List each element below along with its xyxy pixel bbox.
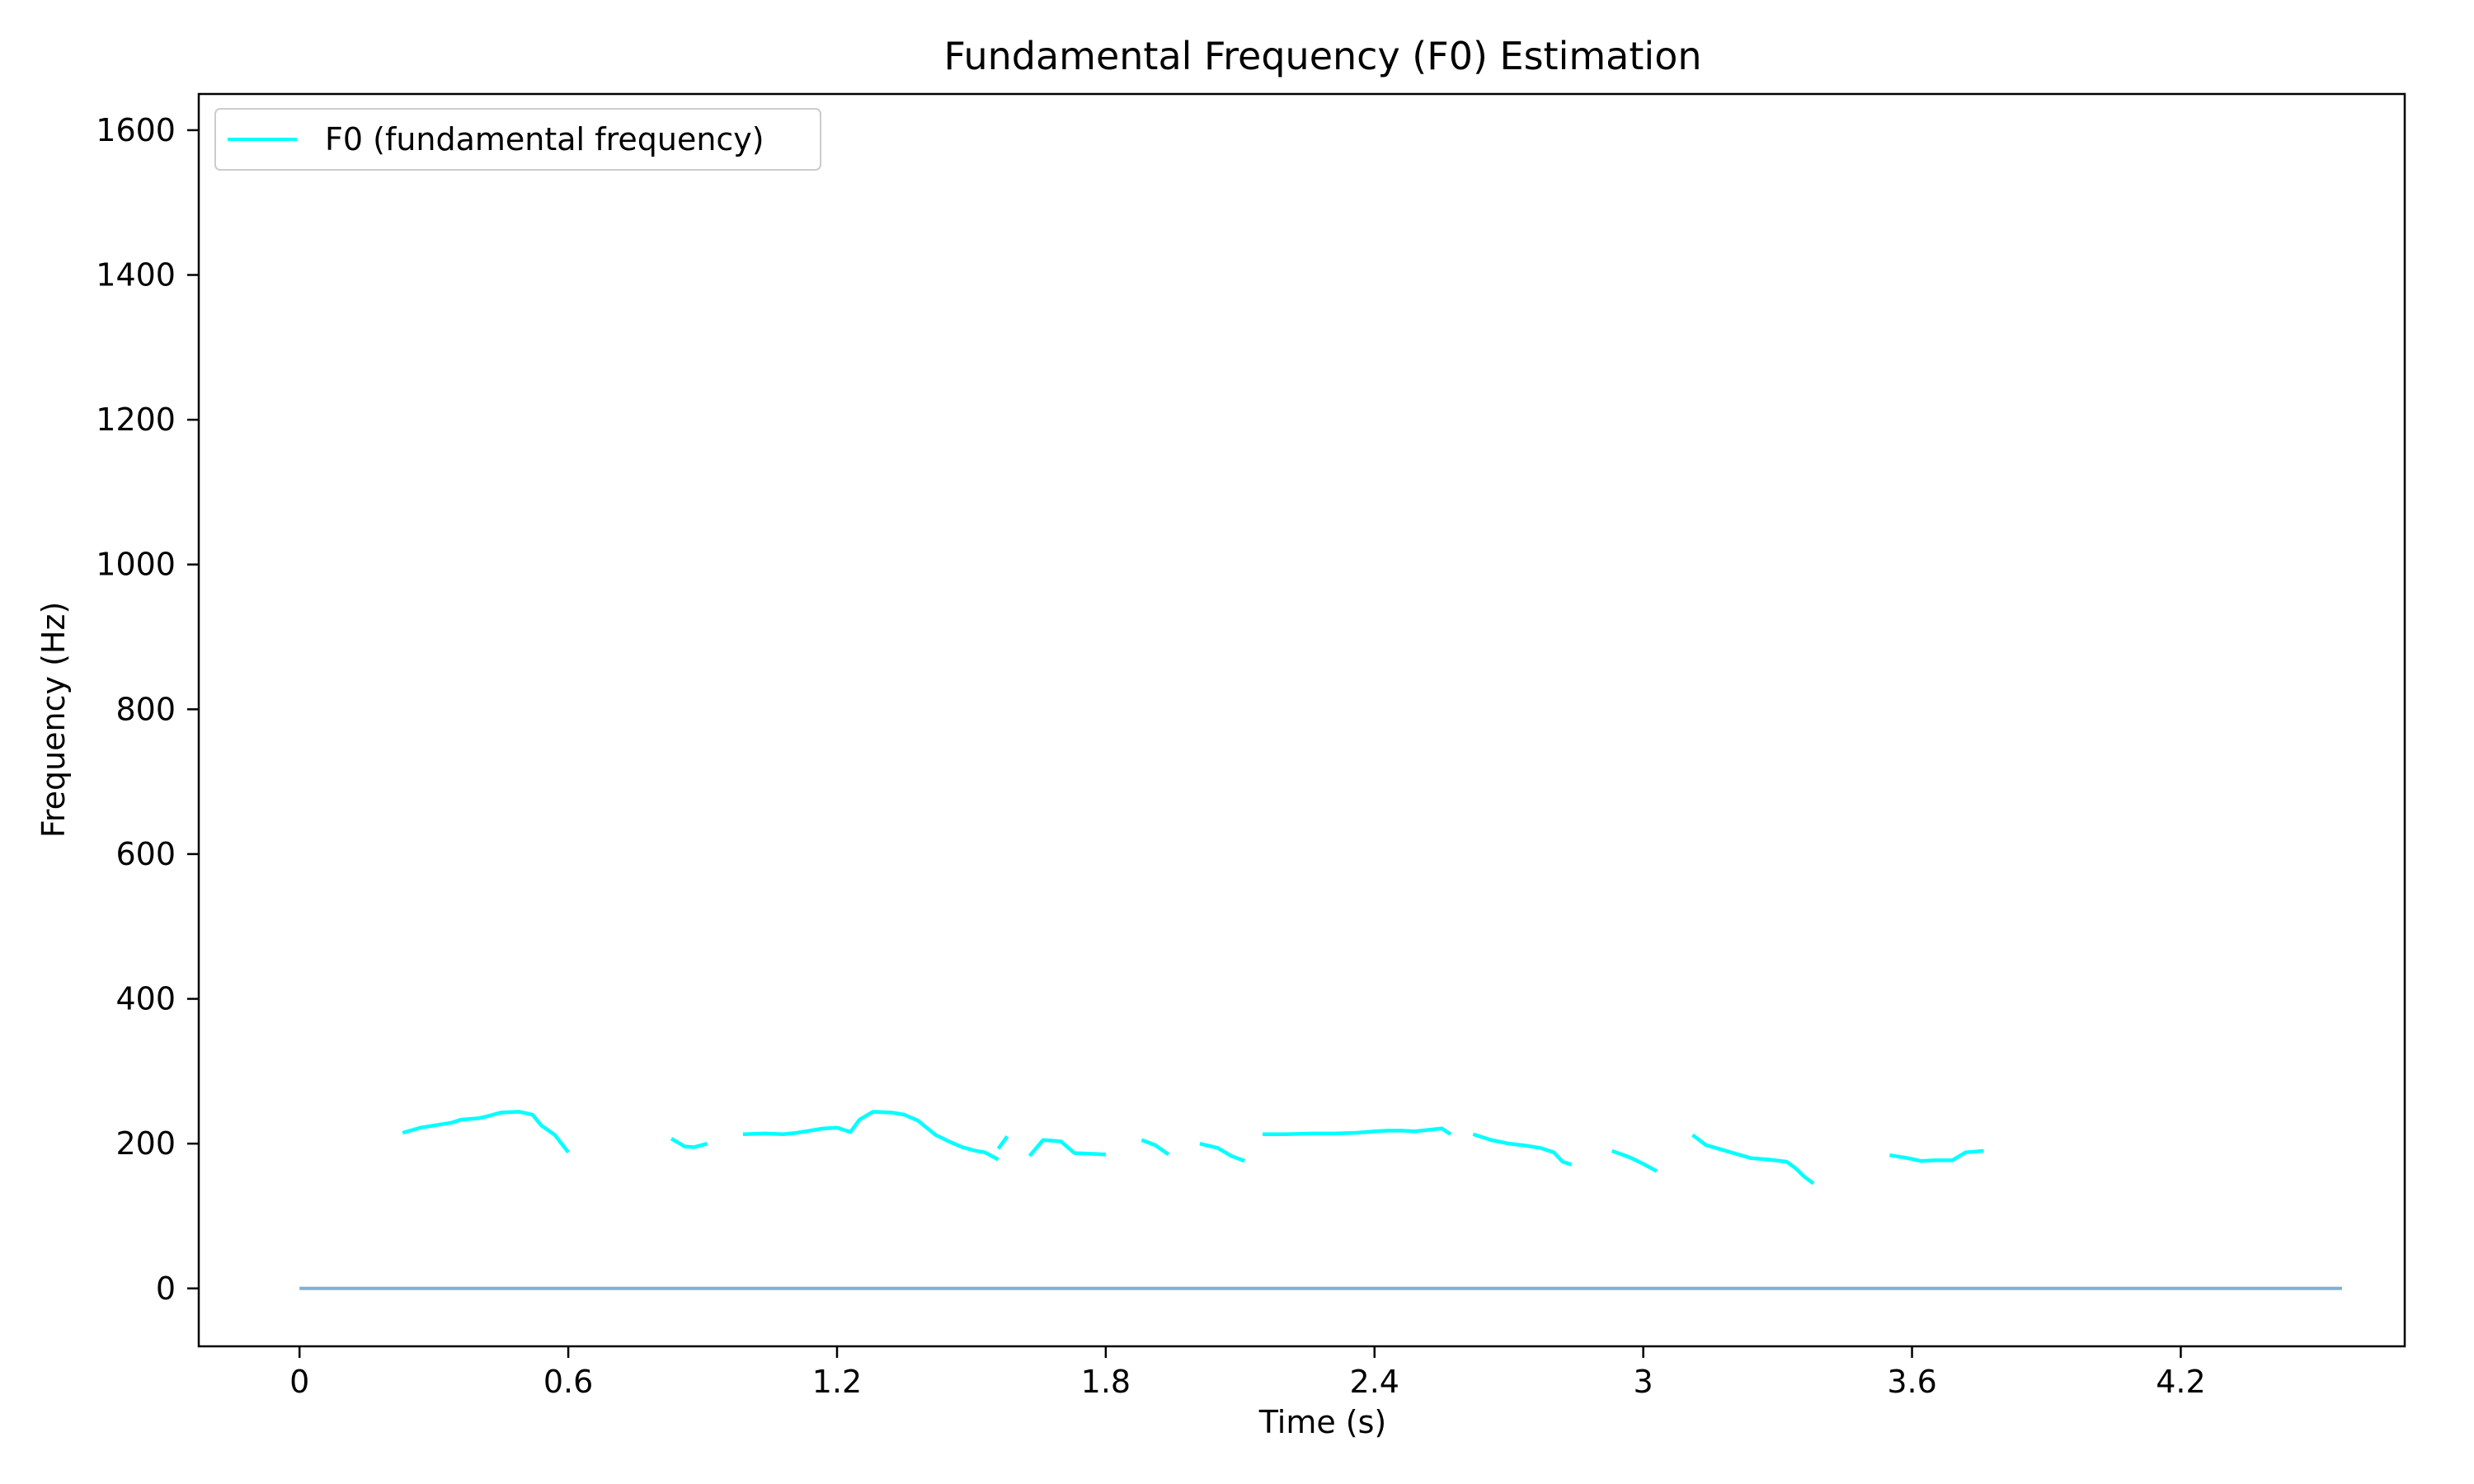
y-tick-label: 0: [156, 1270, 176, 1307]
x-tick-label: 0: [289, 1364, 309, 1400]
y-tick-label: 200: [115, 1125, 176, 1162]
f0-series-segment-10: [1611, 1148, 1658, 1173]
f0-series-segment-12: [1889, 1148, 1984, 1163]
y-tick-label: 1400: [96, 257, 176, 294]
x-tick-label: 3: [1634, 1364, 1653, 1400]
f0-series-segment-1: [402, 1110, 570, 1154]
plot-area: [299, 1110, 2342, 1290]
chart-title: Fundamental Frequency (F0) Estimation: [944, 34, 1702, 78]
f0-series-segment-5: [1028, 1138, 1106, 1158]
f0-series-segment-3: [742, 1110, 999, 1162]
y-tick-label: 1200: [96, 402, 176, 438]
x-tick-label: 1.8: [1081, 1364, 1131, 1400]
x-tick-label: 4.2: [2156, 1364, 2205, 1400]
y-tick-label: 600: [115, 836, 176, 872]
x-axis: 0 0.6 1.2 1.8 2.4 3 3.6 4.2: [289, 1346, 2206, 1400]
x-tick-label: 1.2: [812, 1364, 862, 1400]
x-axis-label: Time (s): [1258, 1404, 1387, 1440]
x-tick-label: 2.4: [1350, 1364, 1399, 1400]
f0-series-segment-8: [1262, 1126, 1452, 1136]
y-tick-label: 1000: [96, 547, 176, 583]
x-tick-label: 0.6: [543, 1364, 593, 1400]
f0-series-segment-7: [1199, 1141, 1246, 1163]
f0-series-segment-9: [1472, 1132, 1573, 1167]
f0-series-segment-4: [996, 1135, 1009, 1150]
f0-series-segment-11: [1691, 1133, 1815, 1186]
plot-frame: [197, 92, 2406, 1348]
y-tick-label: 1600: [96, 112, 176, 148]
legend-box: [214, 108, 821, 171]
f0-series-segment-6: [1141, 1138, 1170, 1157]
f0-series-segment-2: [670, 1137, 708, 1149]
y-tick-label: 400: [115, 981, 176, 1017]
y-axis-label: Frequency (Hz): [35, 602, 72, 838]
y-axis: 0 200 400 600 800 1000 1200 1400 1600: [96, 112, 199, 1307]
legend-label: F0 (fundamental frequency): [325, 121, 764, 157]
x-tick-label: 3.6: [1887, 1364, 1936, 1400]
legend: F0 (fundamental frequency): [214, 108, 821, 171]
y-tick-label: 800: [115, 691, 176, 727]
